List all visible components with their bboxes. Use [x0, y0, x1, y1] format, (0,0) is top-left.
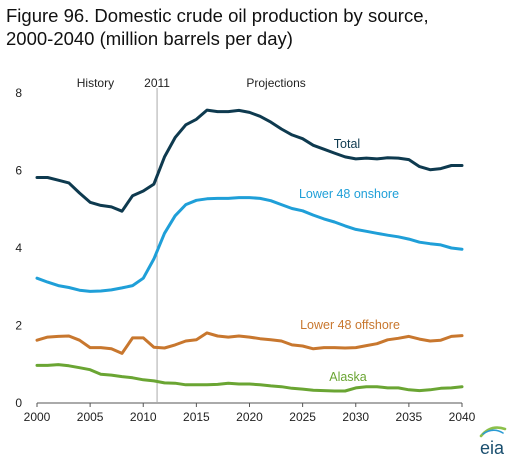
eia-logo: eia: [479, 426, 507, 458]
x-tick-label: 2015: [183, 410, 210, 424]
y-tick-label: 4: [15, 241, 22, 255]
x-tick-label: 2030: [342, 410, 369, 424]
x-tick-label: 2005: [77, 410, 104, 424]
series-line-alaska: [35, 363, 464, 393]
x-tick-label: 2010: [130, 410, 157, 424]
series-label-total: Total: [334, 137, 360, 151]
eia-logo-text: eia: [480, 438, 505, 458]
series-label-lower-48-onshore: Lower 48 onshore: [299, 187, 399, 201]
chart-title-line-2: 2000-2040 (million barrels per day): [6, 28, 293, 49]
series-label-lower-48-offshore: Lower 48 offshore: [300, 318, 400, 332]
series-line-lower-48-offshore: [35, 331, 464, 355]
x-tick-label: 2020: [236, 410, 263, 424]
chart-title: Figure 96. Domestic crude oil production…: [6, 4, 516, 50]
history-label: History: [77, 76, 114, 90]
series-line-lower-48-onshore: [35, 196, 464, 293]
y-tick-label: 0: [15, 396, 22, 410]
x-tick-label: 2025: [289, 410, 316, 424]
x-tick-label: 2000: [24, 410, 51, 424]
x-tick-label: 2035: [396, 410, 423, 424]
y-tick-label: 8: [15, 86, 22, 100]
projections-label: Projections: [246, 76, 305, 90]
x-tick-label: 2040: [449, 410, 476, 424]
y-tick-label: 2: [15, 319, 22, 333]
series-line-total: [35, 108, 464, 213]
y-tick-label: 6: [15, 164, 22, 178]
series-label-alaska: Alaska: [329, 370, 367, 384]
divider-year-label: 2011: [144, 76, 170, 90]
chart-title-line-1: Figure 96. Domestic crude oil production…: [6, 5, 429, 26]
